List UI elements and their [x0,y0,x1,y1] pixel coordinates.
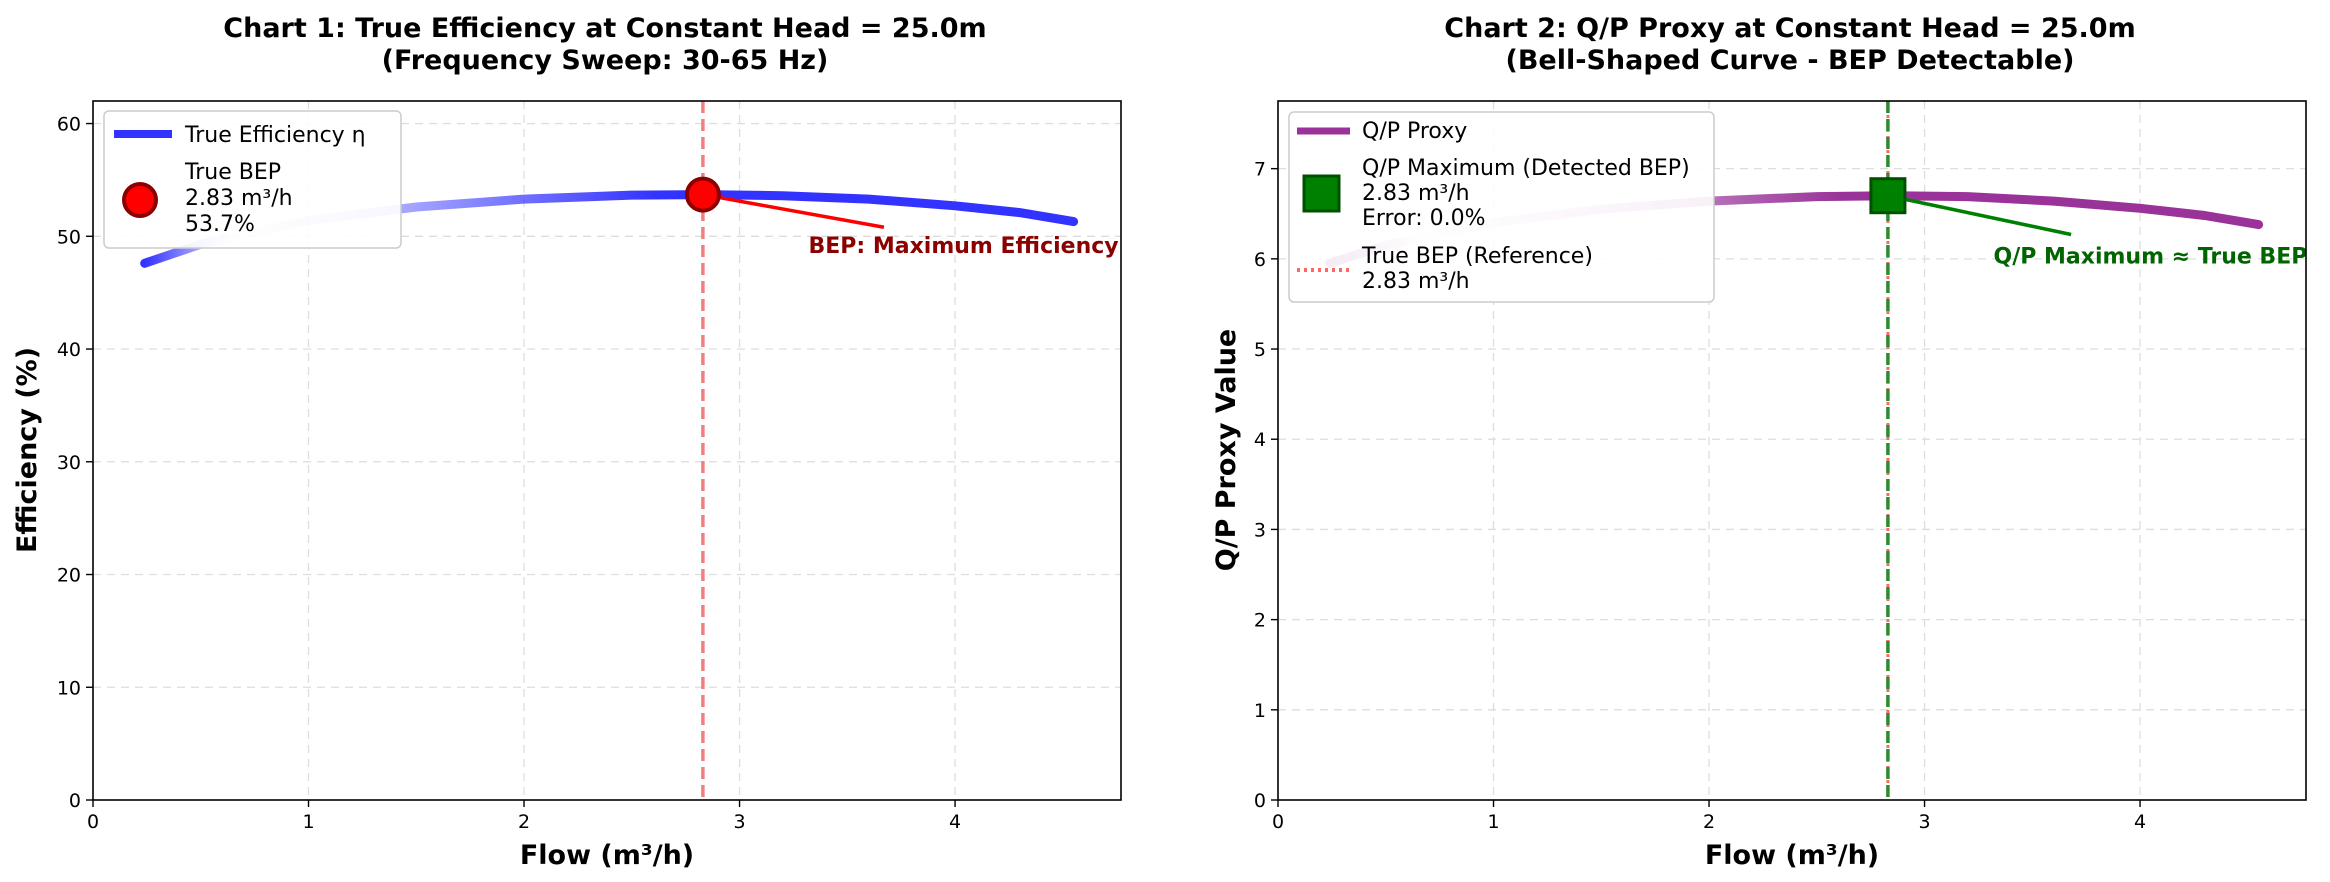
chart-2-legend-box [1288,111,1715,303]
chart-2-legend: Q/P Proxy Q/P Maximum (Detected BEP) 2.8… [1288,111,1715,303]
chart-1: Chart 1: True Efficiency at Constant Hea… [12,13,1122,871]
chart-2-y-tick-label: 4 [1254,429,1266,451]
chart-1-y-tick-label: 50 [57,226,81,248]
chart-2-y-tick-label: 1 [1254,700,1266,722]
chart-1-bep-marker [684,176,721,213]
chart-2-ticks: 0 1 2 3 4 0 1 2 3 4 5 6 7 [1254,159,2146,833]
chart-1-annotation-arrow [702,192,885,229]
chart-1-y-tick-label: 60 [57,114,81,136]
chart-2-annotation-arrow [1887,193,2072,237]
chart-1-axes-frame [92,100,1122,801]
chart-1-legend: True Efficiency η True BEP 2.83 m³/h 53.… [103,110,402,249]
chart-1-title-line-1: Chart 1: True Efficiency at Constant Hea… [223,13,986,44]
chart-1-y-tick-label: 10 [57,677,81,699]
chart-2-legend-reference-line-1: True BEP (Reference) [1361,244,1593,269]
chart-1-legend-box [103,110,402,249]
chart-2-y-tick-label: 7 [1254,159,1266,181]
chart-1-x-tick-label: 4 [949,811,961,833]
chart-2-x-tick-label: 3 [1918,811,1930,833]
chart-2-x-tick-label: 1 [1487,811,1499,833]
chart-1-legend-bep-line-3: 53.7% [185,212,255,237]
chart-1-y-tick-label: 40 [57,339,81,361]
chart-2-legend-maximum-marker [1302,174,1341,213]
chart-2-title-line-1: Chart 2: Q/P Proxy at Constant Head = 25… [1444,13,2135,44]
chart-2-legend-series-label: Q/P Proxy [1362,119,1467,144]
chart-2-bep-marker [1869,177,1907,215]
chart-1-x-tick-label: 3 [733,811,745,833]
chart-1-x-tick-label: 1 [302,811,314,833]
chart-2-y-tick-label: 2 [1254,610,1266,632]
chart-1-y-tick-label: 0 [69,790,81,812]
chart-1-legend-series-label: True Efficiency η [184,123,366,148]
chart-2-legend-reference-line-2: 2.83 m³/h [1362,269,1470,294]
chart-1-title-line-2: (Frequency Sweep: 30-65 Hz) [382,45,829,76]
chart-2-y-tick-label: 5 [1254,339,1266,361]
chart-2: Chart 2: Q/P Proxy at Constant Head = 25… [1211,13,2307,871]
chart-2-y-tick-label: 3 [1254,519,1266,541]
chart-1-legend-bep-line-2: 2.83 m³/h [185,186,293,211]
chart-2-title-line-2: (Bell-Shaped Curve - BEP Detectable) [1506,45,2075,76]
chart-2-annotation-text: Q/P Maximum ≈ True BEP [1994,244,2308,269]
chart-2-legend-maximum-line-1: Q/P Maximum (Detected BEP) [1362,156,1690,181]
chart-2-y-tick-label: 0 [1254,790,1266,812]
chart-1-legend-bep-line-1: True BEP [184,160,281,185]
chart-1-x-tick-label: 0 [87,811,99,833]
chart-2-y-tick-label: 6 [1254,249,1266,271]
chart-2-x-axis-label: Flow (m³/h) [1705,840,1879,871]
chart-2-x-tick-label: 0 [1272,811,1284,833]
chart-2-legend-maximum-line-2: 2.83 m³/h [1362,181,1470,206]
chart-1-annotation-text: BEP: Maximum Efficiency [809,234,1119,259]
chart-2-y-axis-label: Q/P Proxy Value [1211,329,1242,572]
chart-2-axes-frame [1277,100,2307,801]
chart-1-x-tick-label: 2 [518,811,530,833]
chart-2-plot-area: Q/P Maximum ≈ True BEP [1325,101,2308,800]
chart-1-y-tick-label: 20 [57,565,81,587]
chart-1-y-axis-label: Efficiency (%) [12,347,43,553]
chart-1-x-axis-label: Flow (m³/h) [520,840,694,871]
chart-1-y-tick-label: 30 [57,452,81,474]
chart-2-x-tick-label: 4 [2134,811,2146,833]
chart-2-x-tick-label: 2 [1703,811,1715,833]
chart-1-legend-bep-marker [122,182,158,218]
chart-2-legend-maximum-line-3: Error: 0.0% [1362,206,1486,231]
